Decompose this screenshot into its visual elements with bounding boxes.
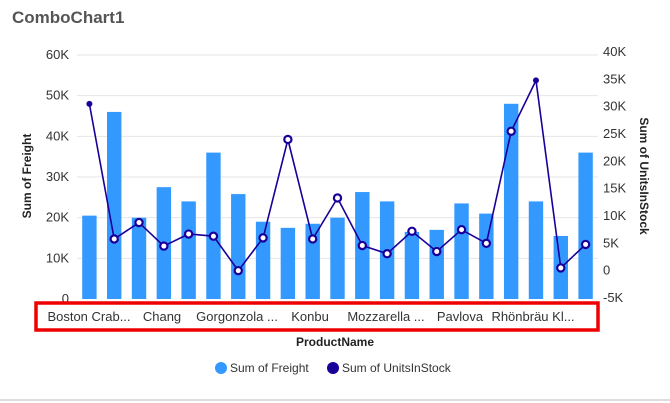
- units-point: [532, 77, 539, 84]
- units-point: [580, 239, 591, 250]
- units-point: [407, 226, 417, 237]
- y-tick-label: 50K: [46, 88, 69, 103]
- freight-bar: [280, 227, 296, 299]
- y-tick-label: 30K: [46, 169, 69, 184]
- units-point: [357, 240, 368, 251]
- freight-bar: [82, 215, 97, 299]
- freight-bar: [404, 231, 420, 299]
- freight-bar: [454, 203, 469, 299]
- freight-bar: [528, 201, 544, 299]
- freight-bar: [503, 103, 519, 299]
- legend-units-label[interactable]: Sum of UnitsInStock: [342, 361, 452, 375]
- y2-tick-label: 20K: [603, 153, 626, 168]
- y2-tick-label: 10K: [603, 208, 626, 223]
- units-point: [506, 126, 516, 136]
- freight-bar: [330, 217, 345, 299]
- units-point: [86, 100, 93, 107]
- x-tick-label: Boston Crab...: [47, 309, 130, 324]
- y2-tick-label: 15K: [603, 181, 626, 196]
- freight-bar: [429, 229, 444, 299]
- freight-bar: [181, 201, 196, 299]
- freight-bar: [107, 111, 122, 299]
- freight-bar: [479, 213, 494, 299]
- freight-bar: [305, 223, 320, 299]
- y-tick-label: 0: [62, 291, 69, 306]
- axes: 0 10K 20K 30K 40K 50K 60K -5K 0 5K 10K 15K 20K 25K 30K…: [46, 44, 627, 306]
- units-point: [481, 238, 492, 249]
- x-axis-labels: Boston Crab... Chang Gorgonzola ... Konbu Mo…: [47, 309, 574, 324]
- units-point: [183, 229, 194, 239]
- y-tick-label: 40K: [46, 128, 69, 143]
- y-tick-label: 10K: [46, 250, 69, 265]
- units-line: [86, 77, 591, 276]
- freight-bar: [231, 194, 246, 299]
- y-tick-label: 60K: [46, 47, 69, 62]
- x-tick-label: Gorgonzola ...: [196, 309, 278, 324]
- x-axis-labels-highlight: [34, 301, 600, 332]
- freight-bar: [131, 217, 147, 299]
- units-point: [134, 217, 144, 228]
- units-point: [382, 249, 392, 259]
- units-point: [159, 241, 169, 251]
- legend-freight-swatch[interactable]: [215, 362, 227, 374]
- legend-units-swatch[interactable]: [327, 362, 339, 374]
- units-point: [556, 263, 566, 273]
- freight-bar: [206, 152, 221, 299]
- units-point: [432, 246, 442, 257]
- y-axis-title: Sum of Freight: [20, 134, 34, 219]
- y2-tick-label: 40K: [603, 44, 626, 59]
- units-point: [233, 265, 243, 276]
- x-tick-label: Chang: [143, 309, 181, 324]
- legend: Sum of Freight Sum of UnitsInStock: [215, 361, 452, 375]
- x-tick-label: Pavlova: [437, 309, 484, 324]
- x-tick-label: Konbu: [291, 309, 329, 324]
- freight-bar: [578, 152, 593, 299]
- freight-bars: [82, 103, 593, 299]
- units-point: [283, 134, 293, 145]
- x-tick-label: Rhönbräu Kl...: [491, 309, 574, 324]
- y-tick-label: 20K: [46, 210, 69, 225]
- x-tick-label: Mozzarella ...: [347, 309, 424, 324]
- legend-freight-label[interactable]: Sum of Freight: [230, 361, 309, 375]
- y2-axis-title: Sum of UnitsInStock: [637, 117, 651, 235]
- units-point: [109, 234, 119, 244]
- units-point: [208, 231, 219, 241]
- y2-tick-label: 35K: [603, 71, 626, 86]
- y2-tick-label: 5K: [603, 235, 619, 250]
- chart-title: ComboChart1: [12, 8, 125, 27]
- y2-tick-label: 30K: [603, 99, 626, 114]
- units-point: [332, 193, 343, 203]
- y2-tick-label: 0: [603, 263, 610, 278]
- units-point: [258, 233, 268, 243]
- freight-bar: [255, 221, 271, 299]
- units-point: [307, 234, 318, 244]
- y2-tick-label: -5K: [603, 290, 624, 305]
- units-point: [456, 224, 467, 235]
- bottom-divider: [0, 399, 670, 401]
- x-axis-title: ProductName: [296, 335, 374, 349]
- y2-tick-label: 25K: [603, 126, 626, 141]
